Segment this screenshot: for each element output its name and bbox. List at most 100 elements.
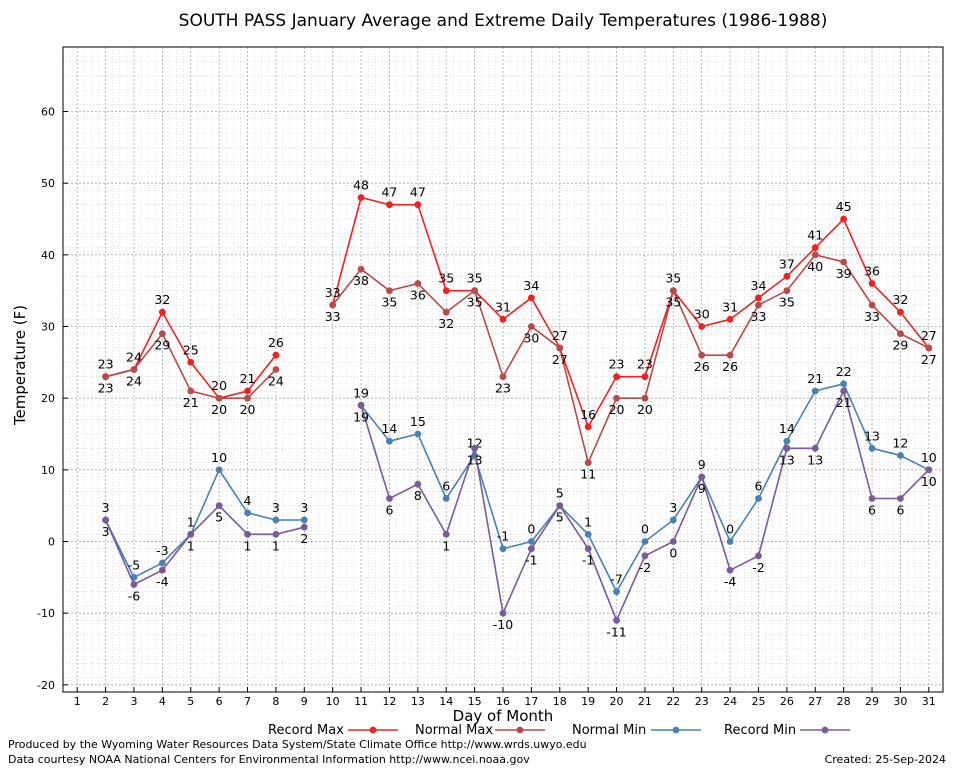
data-point	[102, 516, 109, 524]
data-label: 38	[353, 273, 369, 288]
x-tick-label: 7	[244, 695, 251, 708]
data-label: -1	[582, 553, 594, 568]
x-tick-label: 9	[301, 695, 308, 708]
data-point	[130, 366, 138, 373]
legend-item-record-min: Record Min	[724, 723, 850, 738]
legend-swatch-marker	[821, 726, 829, 734]
x-tick-label: 4	[159, 695, 166, 708]
data-label: 6	[385, 503, 393, 518]
series-line	[104, 504, 305, 586]
data-point	[386, 287, 393, 295]
data-point	[187, 530, 195, 538]
data-label: 6	[896, 503, 904, 518]
data-point	[755, 495, 762, 502]
data-point	[187, 358, 195, 366]
data-point	[698, 323, 706, 330]
data-point	[471, 287, 479, 295]
data-point	[499, 315, 507, 323]
data-label: 21	[240, 371, 256, 386]
data-point	[669, 516, 677, 524]
data-label: 22	[836, 364, 852, 379]
data-point	[442, 495, 450, 502]
data-point	[584, 459, 592, 467]
data-label: 34	[751, 278, 767, 293]
data-label: 35	[467, 271, 483, 286]
data-point	[329, 301, 337, 309]
data-label: 29	[154, 338, 170, 353]
y-tick-label: 10	[41, 464, 55, 477]
data-label: 27	[552, 328, 568, 343]
data-label: 20	[211, 402, 227, 417]
data-point	[556, 344, 564, 352]
legend-label: Normal Min	[572, 723, 646, 738]
data-point	[868, 444, 876, 452]
data-point	[272, 530, 280, 538]
chart-title: SOUTH PASS January Average and Extreme D…	[179, 11, 828, 31]
data-label: 16	[580, 407, 596, 422]
x-tick-label: 15	[468, 695, 482, 708]
data-label: 33	[325, 285, 341, 300]
data-point	[726, 315, 734, 323]
x-tick-label: 2	[102, 695, 109, 708]
data-point	[357, 194, 365, 201]
data-label: 9	[698, 457, 706, 472]
data-point	[669, 538, 677, 545]
data-label: 24	[126, 350, 142, 365]
data-point	[158, 566, 166, 574]
data-label: -6	[128, 589, 141, 604]
data-point	[783, 444, 791, 452]
data-label: 12	[892, 436, 908, 451]
data-label: 5	[556, 486, 564, 501]
data-label: 19	[353, 409, 369, 424]
data-point	[130, 581, 138, 588]
x-tick-label: 1	[74, 695, 81, 708]
data-label: 11	[580, 467, 596, 482]
data-label: 0	[726, 522, 734, 537]
data-point	[215, 466, 223, 474]
data-point	[499, 373, 507, 381]
data-label: 31	[722, 299, 738, 314]
data-point	[641, 538, 649, 545]
x-tick-label: 26	[780, 695, 794, 708]
data-label: 10	[921, 474, 937, 489]
data-point	[811, 387, 819, 395]
data-point	[527, 538, 535, 545]
data-label: 1	[244, 538, 252, 553]
data-point	[897, 330, 904, 338]
legend-swatch-marker	[516, 726, 524, 734]
data-point	[102, 373, 109, 381]
data-point	[613, 394, 620, 402]
data-point	[811, 251, 819, 259]
data-label: 8	[414, 488, 422, 503]
series-normal-max: 23 24 29 21 20 20 24 33 38 35 36 32 35 23 30 27 11 20 20 35…	[98, 251, 937, 482]
series-line	[331, 196, 930, 429]
data-label: 12	[467, 436, 483, 451]
data-point	[300, 523, 308, 531]
data-label: 34	[523, 278, 539, 293]
data-point	[414, 430, 422, 438]
x-tick-label: 22	[666, 695, 680, 708]
data-label: 35	[665, 271, 681, 286]
data-point	[442, 287, 450, 295]
data-point	[726, 351, 734, 359]
data-label: 1	[272, 538, 280, 553]
x-tick-label: 27	[808, 695, 822, 708]
data-label: 33	[325, 309, 341, 324]
x-tick-label: 8	[272, 695, 279, 708]
data-label: 30	[523, 331, 539, 346]
data-label: 13	[864, 428, 880, 443]
x-tick-label: 29	[865, 695, 879, 708]
legend-swatch-marker	[369, 726, 377, 734]
x-tick-label: 14	[439, 695, 453, 708]
data-point	[897, 495, 904, 502]
data-label: 35	[438, 271, 454, 286]
data-point	[499, 609, 507, 617]
data-label: -1	[497, 529, 509, 544]
data-label: 24	[268, 374, 284, 389]
data-label: 45	[836, 199, 852, 214]
x-tick-label: 5	[187, 695, 194, 708]
data-point	[613, 616, 620, 624]
